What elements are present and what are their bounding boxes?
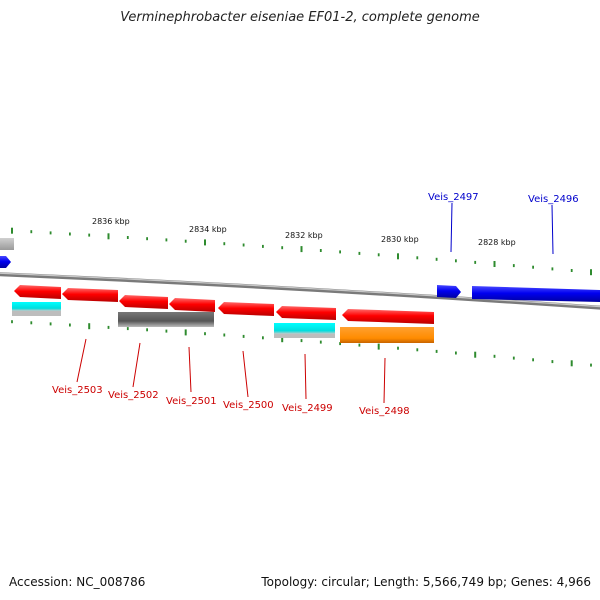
gene-label-veis-2502: Veis_2502 bbox=[108, 390, 159, 401]
scale-label-2832: 2832 kbp bbox=[285, 231, 323, 240]
gene-arrow-veis-2496[interactable] bbox=[472, 286, 600, 302]
gene-arrow-veis-2500[interactable] bbox=[169, 298, 215, 312]
gene-label-veis-2501: Veis_2501 bbox=[166, 396, 217, 407]
gene-arrow-veis-2502[interactable] bbox=[62, 288, 118, 302]
topology-text: Topology: circular; Length: 5,566,749 bp… bbox=[261, 575, 591, 589]
feature-gray-block[interactable] bbox=[118, 312, 214, 327]
scale-label-2828: 2828 kbp bbox=[478, 238, 516, 247]
genome-backbone bbox=[0, 272, 600, 310]
gene-label-veis-2497: Veis_2497 bbox=[428, 192, 479, 203]
feature-cyan-block[interactable] bbox=[274, 323, 335, 334]
gene-label-veis-2503: Veis_2503 bbox=[52, 385, 103, 396]
label-lines-reverse bbox=[76, 338, 386, 404]
feature-cyan-left[interactable] bbox=[12, 302, 61, 311]
gene-label-veis-2498: Veis_2498 bbox=[359, 406, 410, 417]
scale-ticks-outer bbox=[11, 227, 592, 276]
scale-label-2836: 2836 kbp bbox=[92, 217, 130, 226]
feature-orange-block[interactable] bbox=[340, 327, 434, 343]
gene-label-veis-2500: Veis_2500 bbox=[223, 400, 274, 411]
map-title: Verminephrobacter eiseniae EF01-2, compl… bbox=[120, 10, 480, 25]
gene-arrow-veis-2497[interactable] bbox=[437, 285, 461, 298]
gene-arrow-edge-left-forward[interactable] bbox=[0, 256, 11, 268]
gene-label-veis-2499: Veis_2499 bbox=[282, 403, 333, 414]
gene-arrow-veis-2498-b[interactable] bbox=[342, 309, 434, 324]
scale-label-2834: 2834 kbp bbox=[189, 225, 227, 234]
scale-label-2830: 2830 kbp bbox=[381, 235, 419, 244]
gene-arrow-veis-2498-a[interactable] bbox=[276, 306, 336, 320]
label-lines-forward bbox=[450, 202, 554, 255]
gene-arrow-veis-2499[interactable] bbox=[218, 302, 274, 316]
feature-edge-left-gray[interactable] bbox=[0, 238, 14, 250]
gene-label-veis-2496: Veis_2496 bbox=[528, 194, 579, 205]
gene-arrow-veis-2503[interactable] bbox=[14, 285, 61, 299]
accession-text: Accession: NC_008786 bbox=[9, 575, 146, 589]
scale-ticks-inner bbox=[11, 320, 592, 367]
gene-arrow-veis-2501[interactable] bbox=[119, 295, 168, 309]
